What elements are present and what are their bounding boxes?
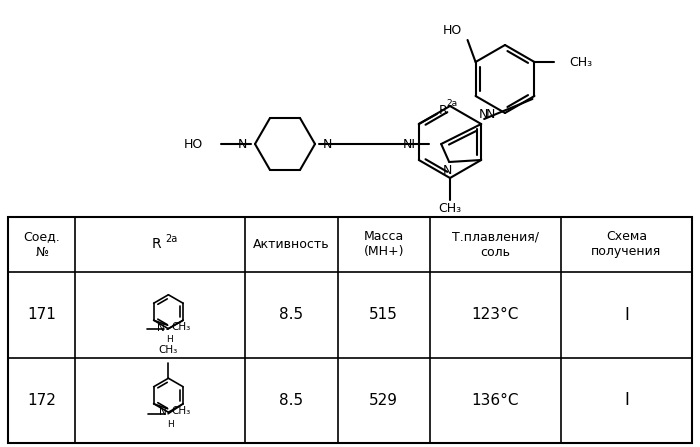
Text: 8.5: 8.5 [279, 307, 304, 322]
Text: N: N [323, 138, 332, 151]
Text: N: N [237, 138, 247, 151]
Text: 2a: 2a [447, 100, 458, 109]
Text: Соед.
№: Соед. № [23, 231, 60, 258]
Text: N: N [479, 107, 488, 121]
Text: CH₃: CH₃ [172, 322, 191, 332]
Text: I: I [624, 391, 629, 409]
Text: I: I [624, 306, 629, 324]
Text: N: N [160, 407, 167, 417]
Text: 123°C: 123°C [472, 307, 519, 322]
Text: CH₃: CH₃ [159, 345, 178, 355]
Text: CH₃: CH₃ [172, 406, 191, 416]
Text: N: N [158, 323, 165, 333]
Text: 136°C: 136°C [472, 393, 519, 408]
Text: CH₃: CH₃ [438, 202, 461, 215]
Text: HO: HO [183, 138, 203, 151]
Text: 2a: 2a [165, 233, 178, 244]
Text: Схема
получения: Схема получения [592, 231, 662, 258]
Text: Активность: Активность [253, 238, 330, 251]
Text: N: N [486, 109, 495, 122]
Text: CH₃: CH₃ [569, 55, 593, 68]
Text: H: H [166, 335, 172, 344]
Text: 8.5: 8.5 [279, 393, 304, 408]
Text: R: R [152, 237, 161, 252]
Text: 529: 529 [369, 393, 398, 408]
Text: 172: 172 [27, 393, 56, 408]
Text: R: R [439, 104, 447, 117]
Text: 515: 515 [369, 307, 398, 322]
Text: NH: NH [402, 138, 421, 151]
Text: HO: HO [442, 24, 461, 37]
Text: Т.плавления/
соль: Т.плавления/ соль [452, 231, 539, 258]
Text: H: H [167, 420, 174, 429]
Text: 171: 171 [27, 307, 56, 322]
Text: Масса
(МН+): Масса (МН+) [363, 231, 404, 258]
Text: N: N [442, 164, 452, 177]
